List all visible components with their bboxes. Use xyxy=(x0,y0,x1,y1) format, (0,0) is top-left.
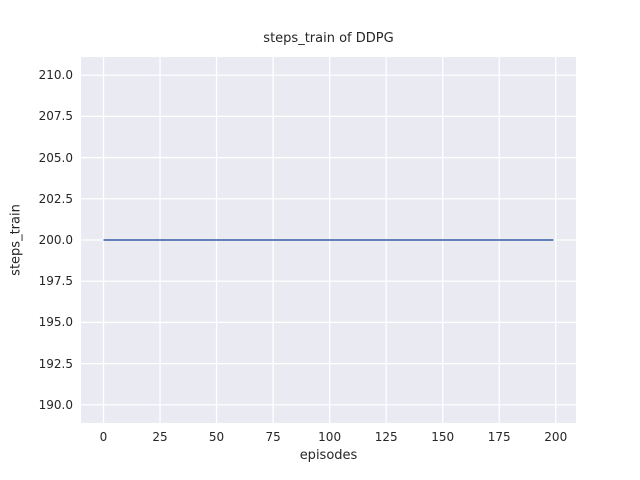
y-tick-label: 195.0 xyxy=(38,315,73,330)
plot-area xyxy=(81,57,576,423)
x-tick-label: 50 xyxy=(208,430,225,444)
x-tick-label: 25 xyxy=(152,430,168,444)
y-tick-label: 210.0 xyxy=(38,68,73,83)
chart-title: steps_train of DDPG xyxy=(263,31,394,46)
x-tick-label: 175 xyxy=(487,430,511,444)
x-tick-label: 0 xyxy=(99,430,108,444)
plot-canvas xyxy=(81,57,576,423)
y-tick-label: 200.0 xyxy=(38,233,73,247)
x-tick-label: 100 xyxy=(318,430,342,444)
y-axis-label: steps_train xyxy=(8,204,24,276)
x-tick-label: 75 xyxy=(265,430,281,444)
y-tick-label: 190.0 xyxy=(38,397,73,412)
x-tick-label: 150 xyxy=(431,430,455,444)
x-axis-label: episodes xyxy=(299,448,358,463)
y-tick-label: 197.5 xyxy=(38,274,73,289)
y-tick-label: 202.5 xyxy=(38,191,73,206)
x-tick-label: 200 xyxy=(544,430,568,444)
y-tick-label: 207.5 xyxy=(38,109,73,124)
x-tick-label: 125 xyxy=(374,430,398,444)
y-tick-label: 205.0 xyxy=(38,150,73,165)
y-tick-label: 192.5 xyxy=(38,356,73,371)
